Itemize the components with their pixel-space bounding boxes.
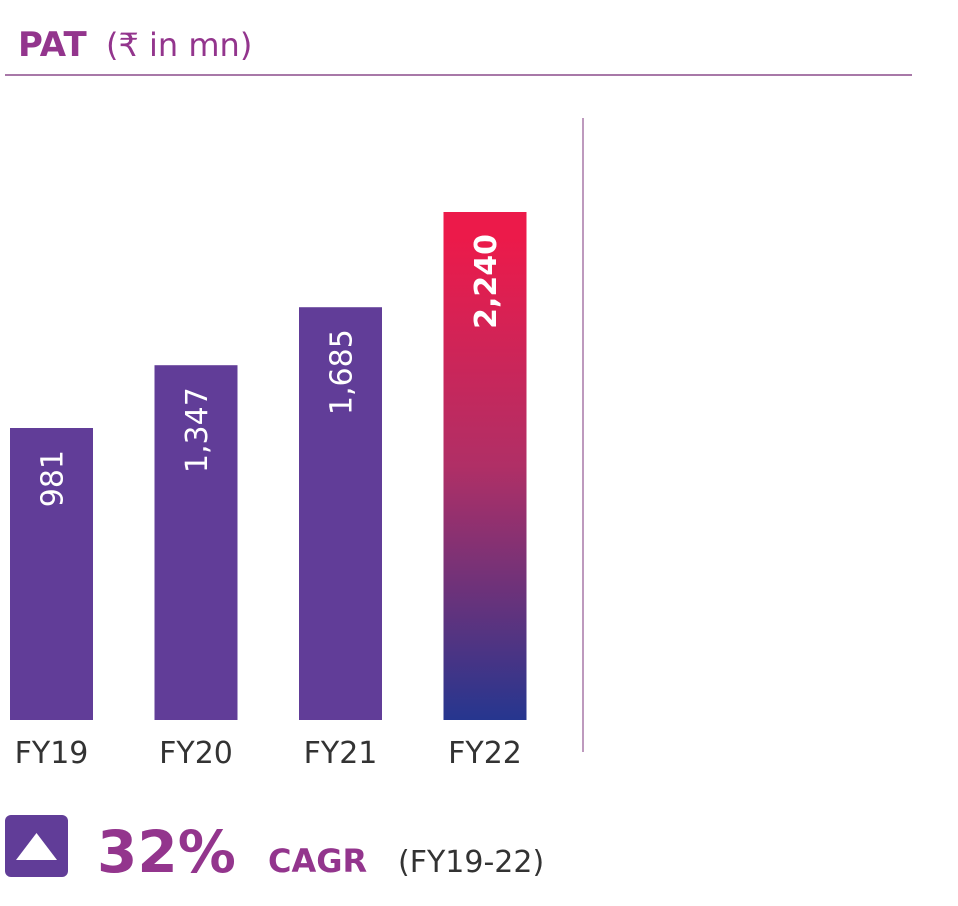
chart-title: PAT — [18, 25, 87, 65]
cagr-period: (FY19-22) — [398, 845, 544, 880]
x-tick-label: FY20 — [159, 736, 233, 771]
bar — [443, 212, 527, 720]
value-label: 981 — [36, 450, 71, 507]
x-tick-label: FY19 — [15, 736, 89, 771]
value-label: 1,685 — [325, 329, 360, 415]
cagr-arrow — [16, 833, 57, 860]
value-label: 2,240 — [469, 234, 504, 329]
bar — [299, 307, 382, 720]
x-tick-label: FY21 — [304, 736, 378, 771]
cagr-value: 32% — [97, 818, 236, 886]
bar — [10, 428, 93, 720]
x-tick-label: FY22 — [448, 736, 522, 771]
chart-subtitle: (₹ in mn) — [106, 26, 252, 64]
value-label: 1,347 — [180, 387, 215, 473]
bar — [154, 365, 238, 720]
cagr-label: CAGR — [268, 842, 367, 880]
